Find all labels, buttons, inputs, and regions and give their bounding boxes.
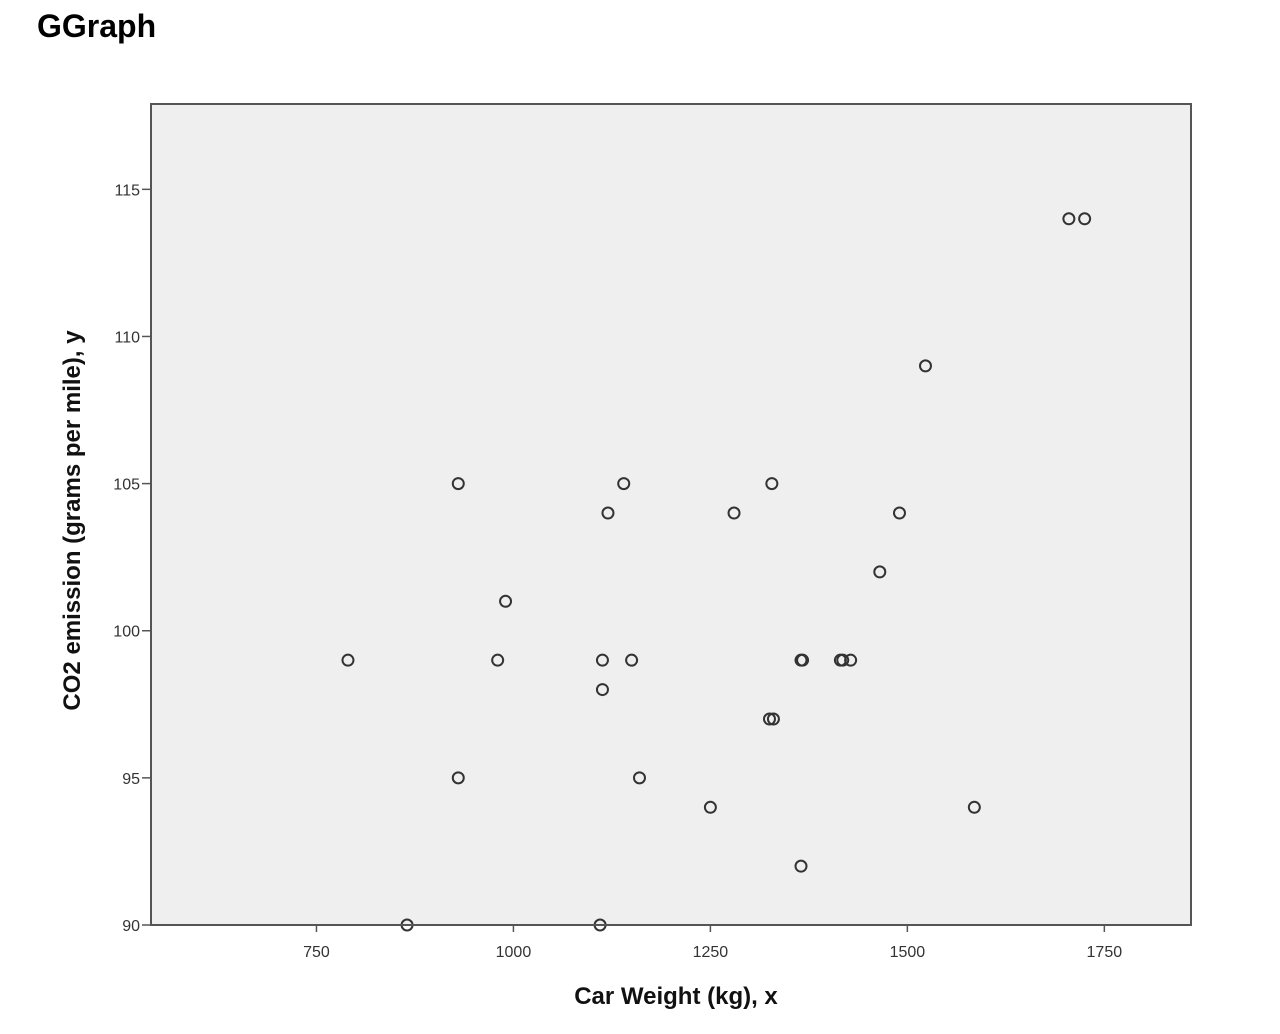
- data-point: [595, 683, 609, 697]
- data-point: [1062, 212, 1076, 226]
- data-point: [341, 653, 355, 667]
- x-tick-label: 750: [303, 944, 330, 961]
- output-heading: GGraph: [37, 8, 157, 44]
- x-tick-label: 1500: [890, 944, 926, 961]
- data-point: [451, 771, 465, 785]
- data-point: [967, 800, 981, 814]
- data-point: [918, 359, 932, 373]
- data-point: [491, 653, 505, 667]
- y-tick-label: 115: [114, 182, 140, 199]
- y-axis-title: CO2 emission (grams per mile), y: [59, 330, 86, 711]
- y-tick-label: 95: [122, 771, 140, 788]
- y-tick-label: 110: [114, 329, 140, 346]
- plot-frame: [150, 103, 1192, 926]
- data-point: [632, 771, 646, 785]
- data-point: [499, 594, 513, 608]
- data-point: [601, 506, 615, 520]
- data-point: [727, 506, 741, 520]
- x-tick-label: 1250: [693, 944, 729, 961]
- y-tick-label: 90: [122, 918, 140, 935]
- data-point: [1078, 212, 1092, 226]
- data-point: [836, 653, 850, 667]
- data-point: [873, 565, 887, 579]
- data-point: [451, 477, 465, 491]
- data-point: [844, 653, 858, 667]
- y-tick-label: 105: [113, 477, 140, 494]
- data-point: [617, 477, 631, 491]
- data-point: [766, 712, 780, 726]
- x-tick-label: 1750: [1087, 944, 1123, 961]
- data-point: [762, 712, 776, 726]
- data-point: [703, 800, 717, 814]
- data-point: [765, 477, 779, 491]
- axes: 750 1000 1250 1500 1750 90 95 100 105 110 115: [113, 182, 1122, 961]
- plot-area: [151, 104, 1191, 925]
- x-tick-label: 1000: [496, 944, 532, 961]
- x-axis-title: Car Weight (kg), x: [574, 983, 778, 1010]
- data-point: [794, 859, 808, 873]
- data-point: [892, 506, 906, 520]
- y-tick-label: 100: [113, 624, 140, 641]
- data-point: [796, 653, 810, 667]
- data-point: [625, 653, 639, 667]
- data-point: [595, 653, 609, 667]
